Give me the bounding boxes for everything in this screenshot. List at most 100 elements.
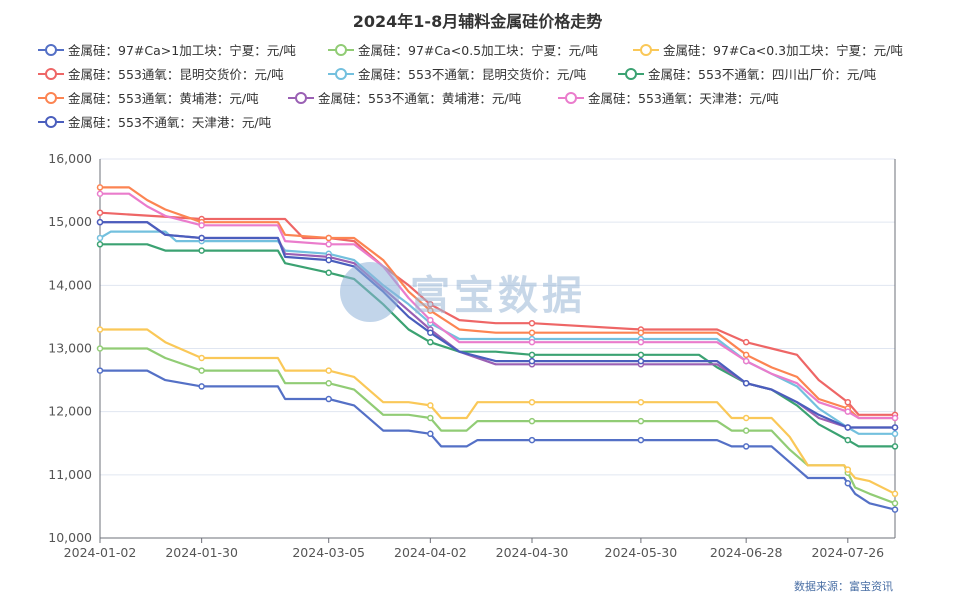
legend-marker-icon bbox=[633, 43, 659, 57]
legend-item-6[interactable]: 金属硅：553不通氧：四川出厂价：元/吨 bbox=[618, 64, 876, 83]
x-tick-label: 2024-01-02 bbox=[64, 545, 137, 560]
series-point bbox=[96, 367, 104, 374]
series-point bbox=[96, 190, 104, 197]
legend-label: 金属硅：553不通氧：天津港：元/吨 bbox=[68, 115, 272, 130]
legend-item-3[interactable]: 金属硅：97#Ca<0.3加工块：宁夏：元/吨 bbox=[633, 40, 903, 59]
legend-label: 金属硅：553通氧：昆明交货价：元/吨 bbox=[68, 67, 284, 82]
series-point bbox=[742, 357, 750, 365]
series-point bbox=[844, 398, 852, 406]
series-point bbox=[528, 436, 536, 444]
series-point bbox=[844, 480, 852, 487]
series-point bbox=[96, 326, 104, 333]
legend-label: 金属硅：553通氧：天津港：元/吨 bbox=[588, 91, 779, 106]
series-point bbox=[637, 398, 645, 406]
legend-item-7[interactable]: 金属硅：553通氧：黄埔港：元/吨 bbox=[38, 88, 259, 107]
series-point bbox=[637, 338, 645, 346]
series-point bbox=[528, 338, 536, 346]
series-point bbox=[528, 398, 536, 406]
series-point bbox=[325, 367, 332, 374]
series-point bbox=[742, 379, 750, 387]
legend-item-8[interactable]: 金属硅：553不通氧：黄埔港：元/吨 bbox=[288, 88, 521, 107]
series-point bbox=[198, 247, 205, 254]
series-point bbox=[891, 430, 899, 438]
series-point bbox=[891, 424, 899, 431]
x-tick-label: 2024-06-28 bbox=[710, 545, 783, 560]
series-point bbox=[742, 414, 750, 422]
series-point bbox=[96, 345, 104, 352]
series-point bbox=[198, 354, 205, 362]
series-point bbox=[844, 424, 852, 431]
series-point bbox=[325, 241, 332, 248]
series-point bbox=[844, 436, 852, 444]
x-tick-label: 2024-04-02 bbox=[394, 545, 467, 560]
y-tick-label: 12,000 bbox=[48, 404, 92, 419]
series-point bbox=[742, 443, 750, 450]
series-point bbox=[96, 184, 104, 191]
y-tick-label: 11,000 bbox=[48, 467, 92, 482]
series-point bbox=[427, 338, 434, 346]
legend-item-10[interactable]: 金属硅：553不通氧：天津港：元/吨 bbox=[38, 112, 271, 131]
legend-item-1[interactable]: 金属硅：97#Ca>1加工块：宁夏：元/吨 bbox=[38, 40, 296, 59]
legend-label: 金属硅：553不通氧：黄埔港：元/吨 bbox=[318, 91, 522, 106]
legend-label: 金属硅：553不通氧：昆明交货价：元/吨 bbox=[358, 67, 587, 82]
series-point bbox=[742, 427, 750, 434]
series-point bbox=[742, 351, 750, 359]
series-point bbox=[427, 402, 434, 409]
series-point bbox=[325, 269, 332, 276]
series-point bbox=[198, 383, 205, 390]
series-line-10 bbox=[100, 221, 895, 429]
legend-item-4[interactable]: 金属硅：553通氧：昆明交货价：元/吨 bbox=[38, 64, 284, 83]
series-point bbox=[528, 417, 536, 425]
legend-item-9[interactable]: 金属硅：553通氧：天津港：元/吨 bbox=[558, 88, 779, 107]
legend-marker-icon bbox=[38, 43, 64, 57]
legend-label: 金属硅：97#Ca<0.5加工块：宁夏：元/吨 bbox=[358, 43, 598, 58]
chart-title: 2024年1-8月辅料金属硅价格走势 bbox=[352, 12, 603, 31]
series-point bbox=[891, 506, 899, 513]
series-point bbox=[637, 329, 645, 336]
series-point bbox=[325, 395, 332, 403]
legend-marker-icon bbox=[558, 91, 584, 105]
x-tick-label: 2024-03-05 bbox=[292, 545, 365, 560]
legend-marker-icon bbox=[328, 67, 354, 81]
series-point bbox=[96, 209, 104, 216]
series-line-6 bbox=[100, 243, 895, 448]
series-point bbox=[891, 443, 899, 450]
series-point bbox=[528, 351, 536, 359]
series-line-8 bbox=[100, 221, 895, 429]
legend-label: 金属硅：97#Ca<0.3加工块：宁夏：元/吨 bbox=[663, 43, 903, 58]
x-tick-label: 2024-01-30 bbox=[165, 545, 238, 560]
series-point bbox=[198, 222, 205, 229]
legend-label: 金属硅：553不通氧：四川出厂价：元/吨 bbox=[648, 67, 877, 82]
y-tick-label: 16,000 bbox=[48, 151, 92, 166]
legend-label: 金属硅：553通氧：黄埔港：元/吨 bbox=[68, 91, 259, 106]
series-point bbox=[528, 329, 536, 336]
y-tick-label: 14,000 bbox=[48, 277, 92, 292]
series-line-1 bbox=[100, 369, 896, 511]
series-point bbox=[427, 329, 434, 336]
series-point bbox=[427, 316, 434, 324]
series-line-4 bbox=[99, 211, 895, 416]
series-point bbox=[891, 414, 899, 422]
series-point bbox=[427, 430, 434, 438]
series-point bbox=[96, 241, 104, 248]
legend-marker-icon bbox=[288, 91, 314, 105]
legend-marker-icon bbox=[618, 67, 644, 81]
legend-marker-icon bbox=[328, 43, 354, 57]
series-point bbox=[325, 379, 332, 387]
legend-item-2[interactable]: 金属硅：97#Ca<0.5加工块：宁夏：元/吨 bbox=[328, 40, 598, 59]
legend-marker-icon bbox=[38, 67, 64, 81]
series-point bbox=[637, 351, 645, 359]
y-tick-label: 15,000 bbox=[48, 214, 92, 229]
series-point bbox=[325, 256, 332, 264]
series-line-7 bbox=[100, 186, 895, 420]
series-point bbox=[844, 466, 852, 473]
series-point bbox=[198, 367, 205, 374]
series-point bbox=[637, 357, 645, 365]
series-point bbox=[427, 301, 434, 308]
series-point bbox=[96, 218, 104, 226]
series-point bbox=[528, 357, 536, 365]
series-point bbox=[528, 319, 536, 327]
source-note: 数据来源：富宝资讯 bbox=[794, 580, 893, 593]
legend-item-5[interactable]: 金属硅：553不通氧：昆明交货价：元/吨 bbox=[328, 64, 586, 83]
